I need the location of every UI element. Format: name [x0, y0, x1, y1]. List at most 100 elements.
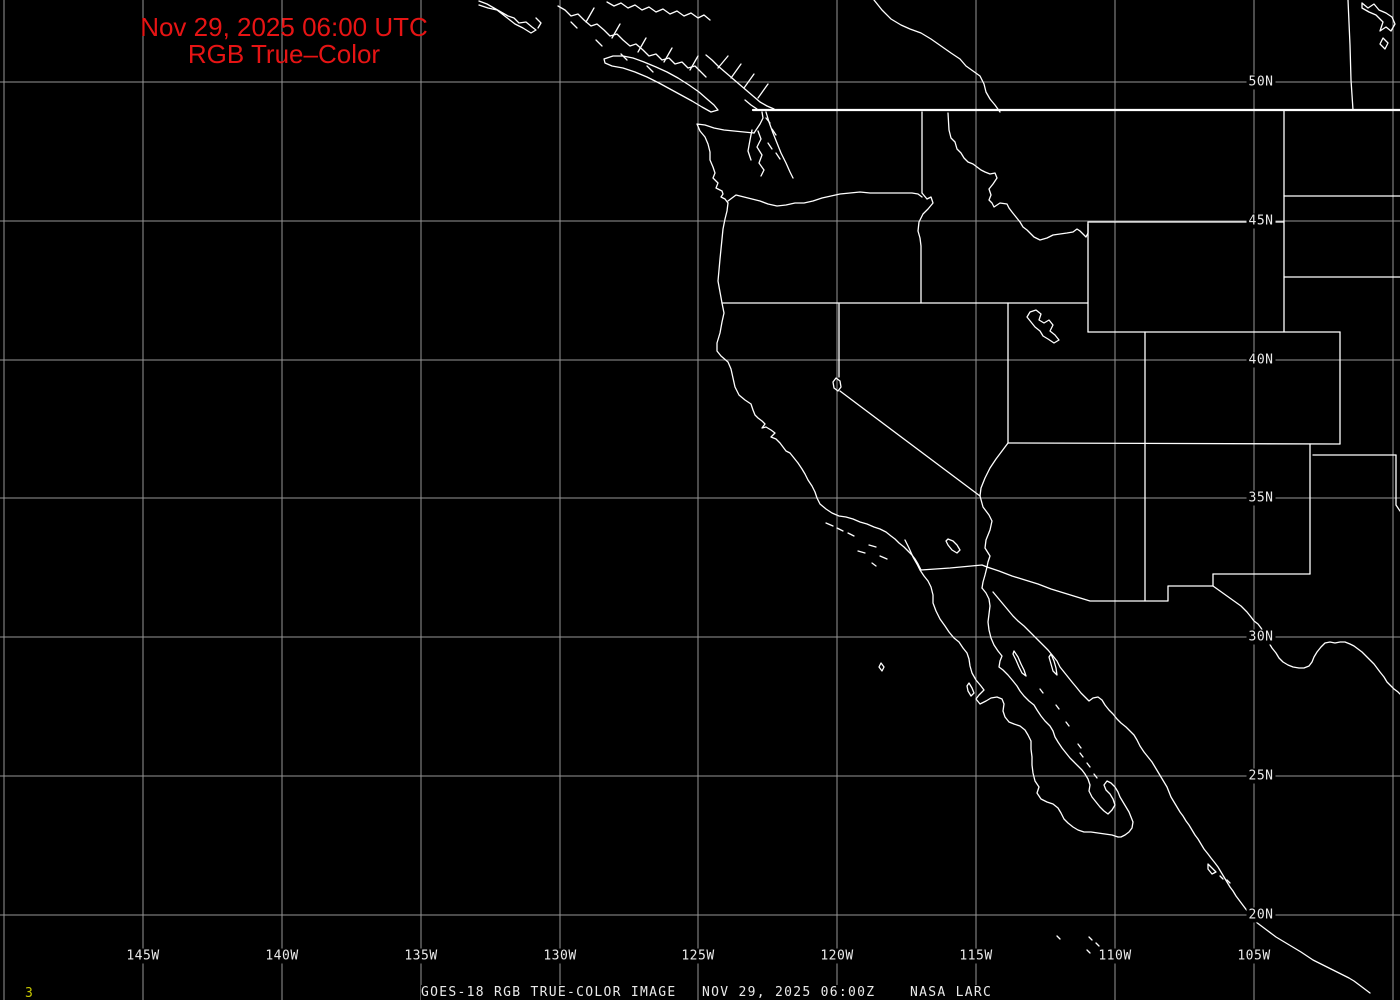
rio-grande [1212, 585, 1400, 695]
manitoba-lake-2 [1379, 37, 1389, 50]
lon-label: 125W [679, 948, 717, 964]
lon-label: 145W [124, 948, 162, 964]
great-salt-lake [1026, 309, 1060, 344]
tres-marias-islet-1 [1219, 875, 1224, 880]
bc-islet-1 [570, 21, 578, 29]
bc-inlet-5 [689, 55, 699, 71]
bc-fjord-1 [717, 55, 729, 69]
bc-inlet-2 [611, 23, 621, 39]
caption-credit: NASA LARC [910, 985, 993, 1000]
socorro-islet-4 [1086, 949, 1091, 954]
us-mexico-border-ca [920, 564, 988, 571]
islas-tres-marias [1207, 863, 1217, 875]
haida-gwaii-coast [478, 0, 537, 34]
bc-fjord-4 [757, 83, 769, 99]
caption-datetime: NOV 29, 2025 06:00Z [702, 985, 876, 1000]
nv-az-border [979, 442, 1009, 497]
lon-label: 135W [402, 948, 440, 964]
channel-island-6 [879, 555, 888, 560]
channel-island-4 [857, 550, 866, 554]
border-37n [1007, 442, 1341, 445]
isla-angel-guarda [1012, 650, 1027, 677]
caption-product: GOES-18 RGB TRUE-COLOR IMAGE [421, 985, 677, 1000]
channel-island-2 [836, 527, 844, 532]
salton-sea [945, 538, 961, 554]
baja-gulf-coast [981, 587, 1134, 838]
isla-cedros [966, 682, 975, 697]
id-or-border [917, 192, 934, 304]
lon-label: 120W [818, 948, 856, 964]
bc-inlet-1 [585, 7, 595, 23]
lat-label: 30N [1246, 629, 1276, 645]
bc-inlet-4 [663, 47, 673, 63]
bc-fjord-3 [743, 73, 755, 89]
manitoba-lakes [1361, 2, 1396, 32]
oregon-coast [717, 202, 729, 304]
gulf-islet-1 [1039, 688, 1044, 694]
bc-inlet-3 [637, 37, 647, 53]
lon-label: 140W [263, 948, 301, 964]
baja-pacific-coast [904, 539, 1119, 838]
hood-canal [747, 129, 753, 161]
socorro-islet-1 [1056, 935, 1061, 940]
puget-sound-channel [756, 130, 765, 177]
socorro-islet-3 [1095, 942, 1100, 947]
gulf-islet-3 [1065, 721, 1070, 727]
gulf-islands [744, 99, 758, 110]
columbia-river-border [727, 191, 923, 207]
image-title: Nov 29, 2025 06:00 UTC RGB True–Color [140, 14, 428, 68]
tx-100w-border [1395, 454, 1400, 512]
isla-guadalupe [878, 662, 885, 672]
lat-label: 40N [1246, 352, 1276, 368]
channel-island-1 [825, 522, 834, 527]
gulf-islet-2 [1055, 704, 1060, 710]
ca-nv-border-diagonal [839, 390, 981, 497]
wa-coast [696, 123, 755, 204]
isla-tiburon [1048, 653, 1058, 676]
lon-label: 115W [957, 948, 995, 964]
puget-islet-2 [771, 128, 777, 136]
lat-label: 20N [1246, 907, 1276, 923]
us-mexico-border-az-nm [986, 566, 1214, 602]
bc-islet-4 [646, 65, 654, 73]
lat-label: 25N [1246, 768, 1276, 784]
bc-mainland-coast [705, 54, 775, 110]
lat-label: 35N [1246, 490, 1276, 506]
socorro-islet-2 [1088, 936, 1093, 941]
baja-islet-3 [1093, 773, 1098, 779]
channel-island-7 [871, 562, 877, 567]
bc-alberta-divide [873, 0, 1001, 113]
channel-island-3 [847, 532, 855, 537]
lon-label: 105W [1235, 948, 1273, 964]
frame-number: 3 [25, 986, 33, 1000]
bc-island-fragment [535, 17, 542, 29]
bc-fjord-2 [730, 63, 742, 79]
gulf-islet-4 [1077, 743, 1082, 749]
ca-az-border [979, 495, 993, 589]
puget-sound-inlet [753, 111, 764, 134]
california-coast [716, 302, 922, 571]
bc-coast-top [606, 1, 711, 21]
tres-marias-islet-2 [1226, 879, 1231, 884]
bc-islet-3 [620, 53, 628, 61]
lake-tahoe [832, 377, 842, 392]
channel-island-5 [868, 544, 877, 548]
puget-east-shore [765, 111, 794, 179]
title-product: RGB True–Color [187, 39, 381, 69]
title-datetime: Nov 29, 2025 06:00 UTC [140, 12, 428, 42]
puget-islet-3 [767, 142, 773, 150]
bc-islet-2 [595, 39, 603, 47]
lon-label: 130W [541, 948, 579, 964]
id-mt-border [947, 112, 1089, 241]
puget-islet-4 [775, 152, 781, 160]
baja-islet-1 [1079, 752, 1084, 758]
vancouver-island [603, 55, 719, 113]
baja-islet-2 [1086, 762, 1091, 768]
sask-manitoba-border [1347, 0, 1354, 111]
lat-label: 50N [1246, 74, 1276, 90]
lat-label: 45N [1246, 213, 1276, 229]
lon-label: 110W [1096, 948, 1134, 964]
sonora-sinaloa-coast [992, 591, 1371, 994]
